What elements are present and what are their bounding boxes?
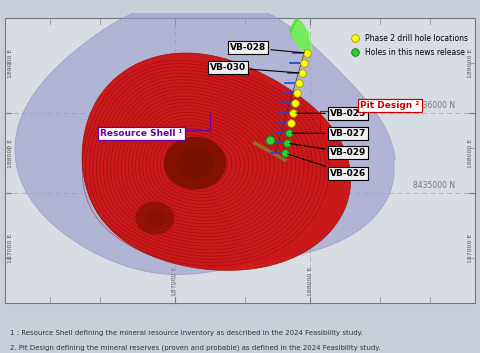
Text: Phase 2 drill hole locations: Phase 2 drill hole locations [365, 34, 468, 43]
Text: VB-029: VB-029 [290, 144, 366, 157]
Text: 8435000 N: 8435000 N [413, 181, 455, 190]
Text: 188000 E: 188000 E [468, 138, 472, 168]
Text: Pit Design ²: Pit Design ² [360, 101, 420, 110]
Polygon shape [290, 18, 310, 50]
Polygon shape [185, 154, 205, 172]
Text: 188000 E: 188000 E [8, 138, 12, 168]
Text: 188000 E: 188000 E [308, 267, 312, 296]
Text: 189000 E: 189000 E [468, 48, 472, 78]
Text: 187000 E: 187000 E [468, 233, 472, 263]
Text: 8436000 N: 8436000 N [413, 101, 455, 110]
Polygon shape [292, 21, 312, 53]
Text: 1 : Resource Shell defining the mineral resource inventory as described in the 2: 1 : Resource Shell defining the mineral … [10, 330, 362, 336]
Text: 189000 E: 189000 E [8, 48, 12, 78]
Polygon shape [144, 209, 166, 227]
Text: 2. Pit Design defining the mineral reserves (proven and probable) as defined in : 2. Pit Design defining the mineral reser… [10, 344, 380, 351]
Text: VB-028: VB-028 [230, 43, 304, 53]
Text: VB-027: VB-027 [292, 129, 366, 138]
Text: Holes in this news release: Holes in this news release [365, 48, 465, 56]
Text: 187000 E: 187000 E [8, 233, 12, 263]
Text: 187000 E: 187000 E [172, 267, 178, 296]
FancyBboxPatch shape [5, 18, 475, 303]
Polygon shape [82, 53, 351, 270]
Polygon shape [164, 137, 226, 190]
Polygon shape [176, 147, 214, 179]
Polygon shape [135, 202, 175, 235]
Text: VB-025: VB-025 [296, 109, 366, 118]
Text: VB-030: VB-030 [210, 63, 299, 73]
Polygon shape [15, 0, 395, 275]
Text: Resource Shell ¹: Resource Shell ¹ [100, 129, 182, 138]
Text: VB-026: VB-026 [288, 154, 366, 178]
